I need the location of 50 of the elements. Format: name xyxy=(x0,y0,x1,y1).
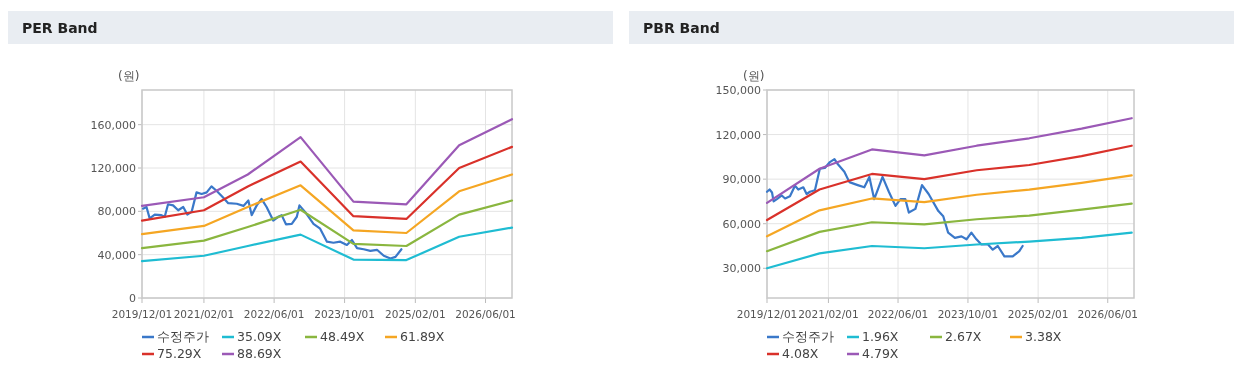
y-tick-label: 30,000 xyxy=(722,262,761,276)
y-axis-title: (원) xyxy=(118,69,140,83)
y-tick-label: 120,000 xyxy=(90,162,136,175)
y-tick-label: 0 xyxy=(129,292,136,305)
x-tick-label: 2026/06/01 xyxy=(1077,308,1138,320)
x-tick-label: 2023/10/01 xyxy=(937,308,999,320)
x-tick-label: 2019/12/01 xyxy=(111,308,173,320)
y-tick-label: 120,000 xyxy=(715,128,761,142)
x-tick-label: 2025/02/01 xyxy=(1007,308,1069,320)
x-tick-label: 2025/02/01 xyxy=(385,308,446,320)
line-series xyxy=(765,202,1133,253)
line-series xyxy=(765,117,1133,205)
chart-title: PER Band xyxy=(22,20,98,36)
legend-label: 88.69X xyxy=(237,346,282,361)
y-tick-label: 150,000 xyxy=(715,84,761,97)
line-series xyxy=(765,144,1133,222)
line-series xyxy=(140,226,514,263)
legend-label: 4.79X xyxy=(862,346,899,361)
legend-label: 수정주가 xyxy=(782,329,834,344)
x-tick-label: 2023/10/01 xyxy=(314,308,375,320)
legend-label: 48.49X xyxy=(320,329,365,344)
y-tick-label: 60,000 xyxy=(722,217,761,231)
y-tick-label: 90,000 xyxy=(722,173,761,187)
line-series xyxy=(140,199,514,250)
chart-title: PBR Band xyxy=(643,20,720,36)
legend-label: 수정주가 xyxy=(157,329,209,344)
x-tick-label: 2022/06/01 xyxy=(867,308,929,320)
legend-label: 2.67X xyxy=(945,329,982,344)
legend-label: 4.08X xyxy=(782,346,819,361)
line-series xyxy=(140,145,514,222)
line-series xyxy=(765,174,1133,238)
line-series xyxy=(765,231,1133,270)
legend-label: 75.29X xyxy=(157,346,202,361)
legend-label: 35.09X xyxy=(237,329,282,344)
x-tick-label: 2026/06/01 xyxy=(455,308,516,320)
line-series xyxy=(140,173,514,236)
y-tick-label: 160,000 xyxy=(90,118,136,132)
y-axis-title: (원) xyxy=(743,69,765,83)
line-series xyxy=(140,118,514,208)
x-tick-label: 2021/02/01 xyxy=(173,308,235,320)
x-tick-label: 2019/12/01 xyxy=(736,308,798,320)
x-tick-label: 2021/02/01 xyxy=(798,308,859,320)
y-tick-label: 80,000 xyxy=(97,205,136,219)
y-tick-label: 40,000 xyxy=(97,248,136,262)
line-series xyxy=(765,157,1024,258)
legend-label: 3.38X xyxy=(1025,329,1062,344)
line-series xyxy=(141,185,403,260)
legend-label: 61.89X xyxy=(400,329,445,344)
legend-label: 1.96X xyxy=(862,329,899,344)
x-tick-label: 2022/06/01 xyxy=(243,308,305,320)
